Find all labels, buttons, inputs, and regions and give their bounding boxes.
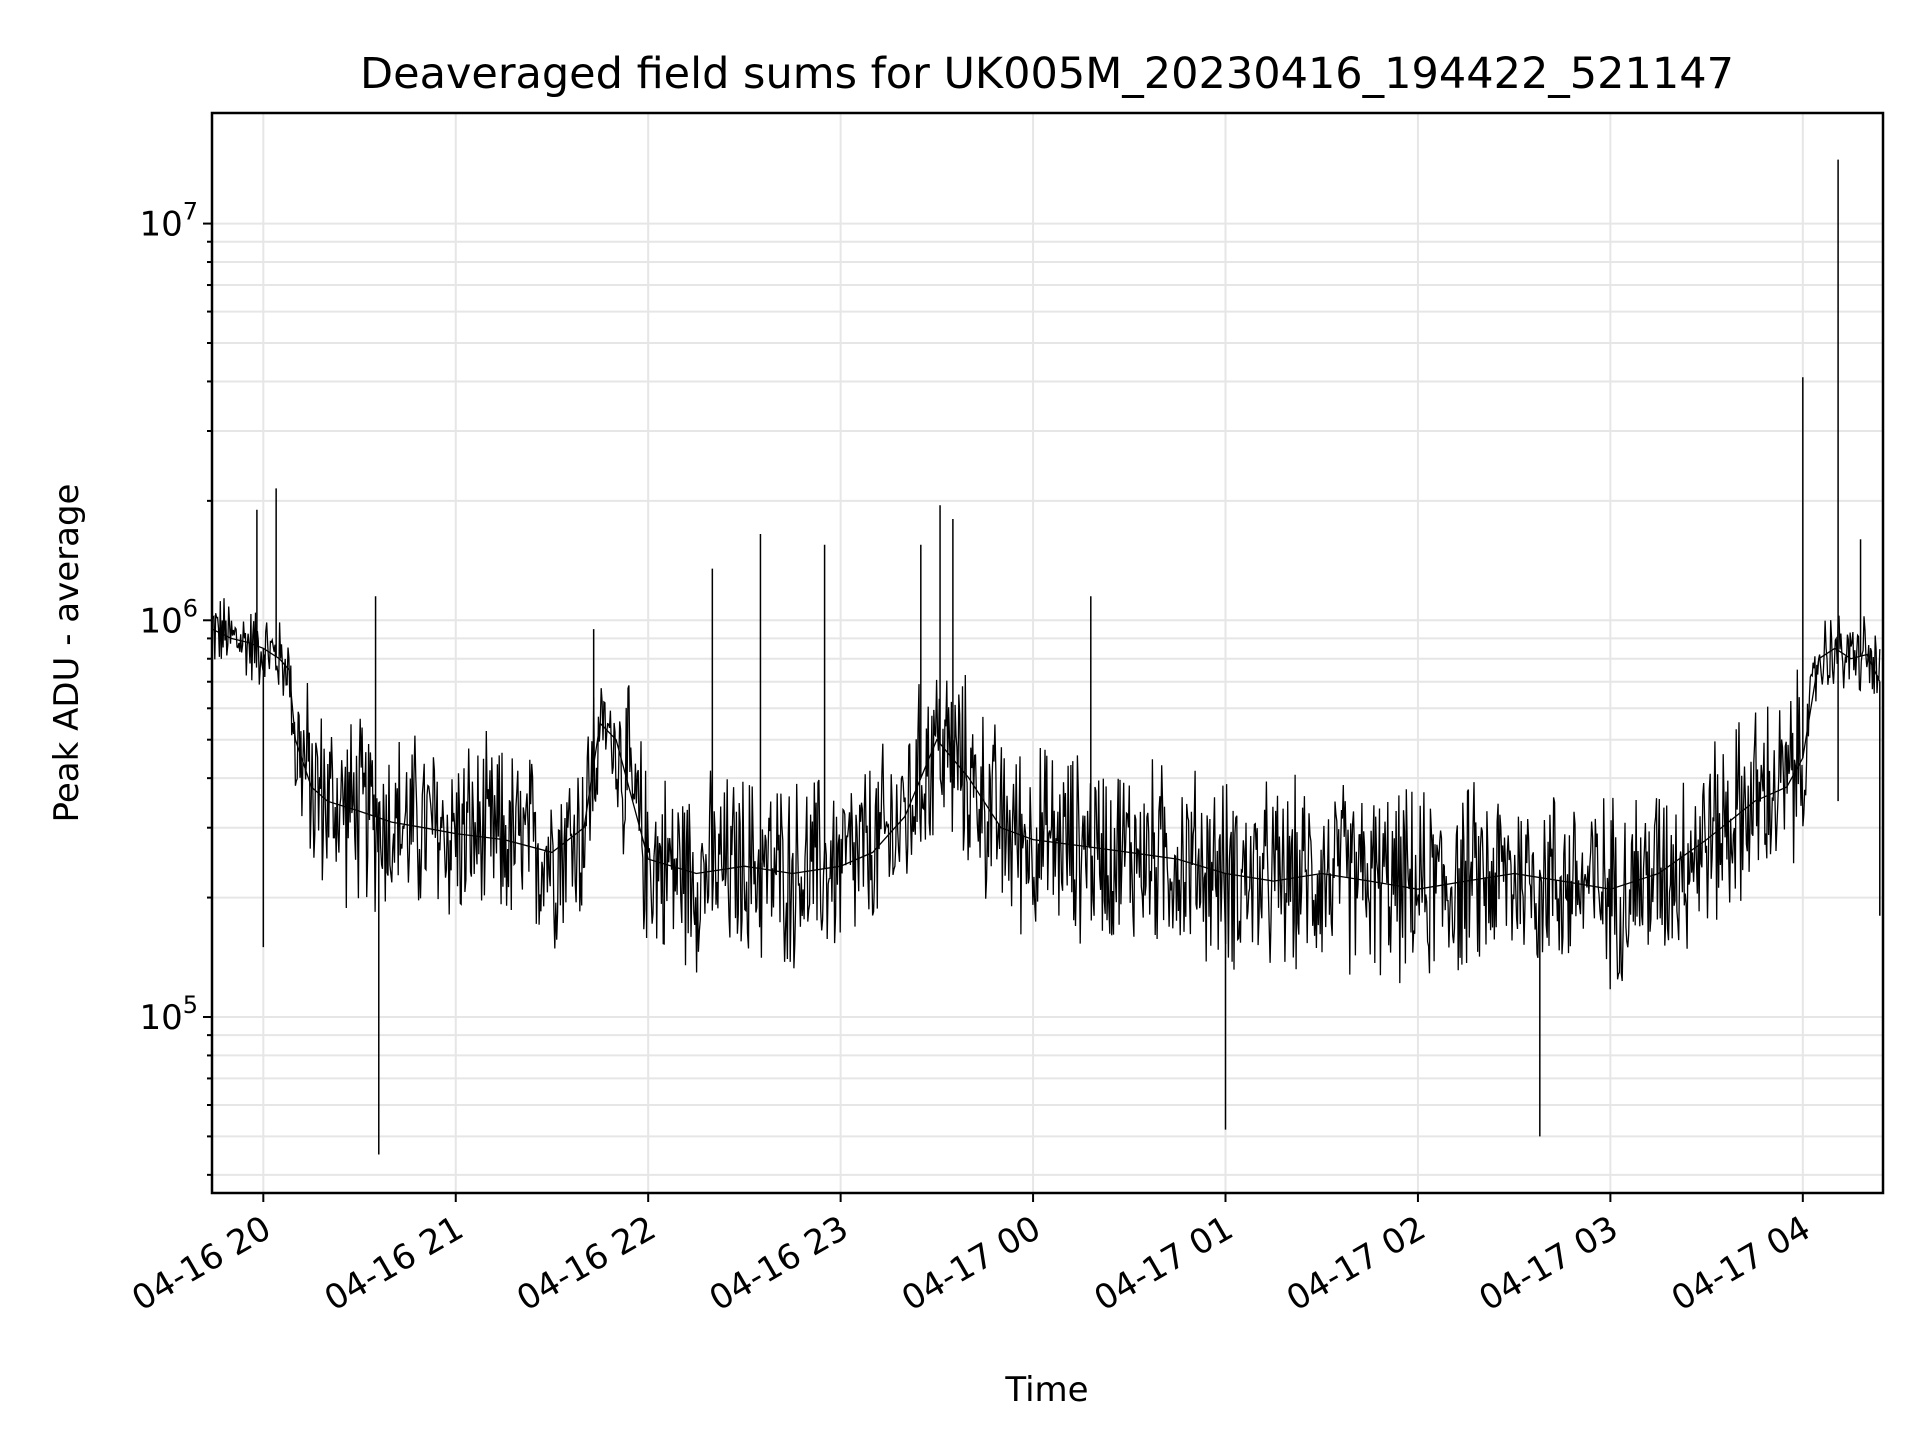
y-tick-label: 107 [139, 198, 198, 245]
y-tick-label-exponent: 7 [183, 198, 198, 226]
y-tick-label-exponent: 6 [183, 594, 198, 622]
y-tick-label-exponent: 5 [183, 991, 198, 1019]
y-tick-label-base: 10 [139, 998, 182, 1038]
y-tick-label-base: 10 [139, 205, 182, 245]
x-axis-label: Time [1004, 1370, 1088, 1410]
chart-title: Deaveraged field sums for UK005M_2023041… [360, 49, 1734, 99]
y-tick-label: 105 [139, 991, 198, 1038]
y-tick-label: 106 [139, 594, 198, 641]
y-axis-label: Peak ADU - average [47, 484, 87, 823]
series-group [211, 159, 1881, 1155]
plot-frame [210, 111, 1885, 1195]
series-trace [211, 598, 1881, 990]
y-tick-label-base: 10 [139, 601, 182, 641]
